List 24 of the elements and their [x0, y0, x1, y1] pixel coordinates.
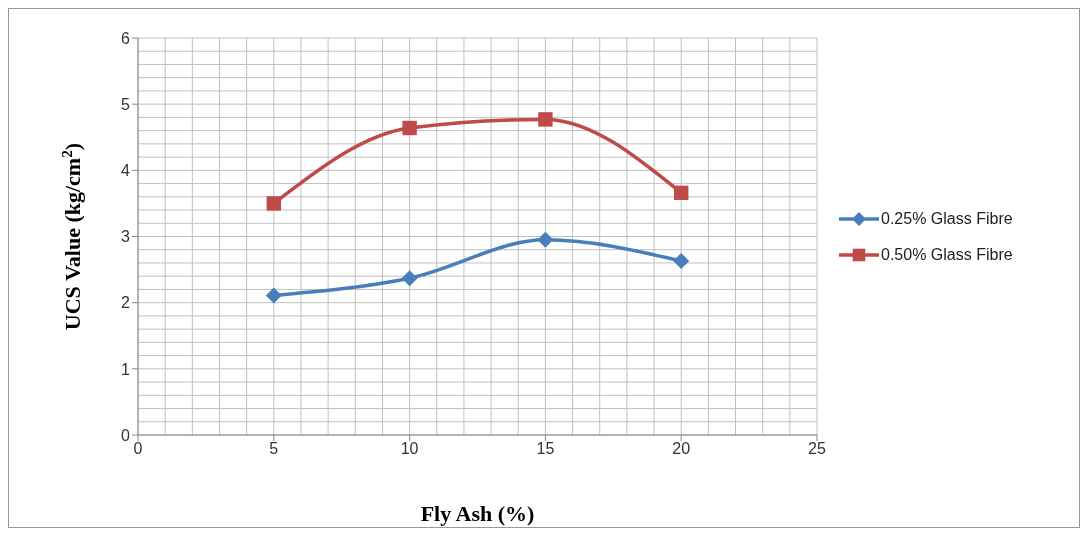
x-tick-label: 5 — [269, 440, 279, 458]
y-tick-label: 5 — [121, 95, 131, 113]
point — [674, 185, 689, 201]
point — [538, 112, 553, 127]
y-tick-label: 1 — [121, 360, 131, 378]
point — [673, 252, 690, 269]
x-tick-label: 20 — [672, 440, 691, 458]
y-tick-label: 3 — [121, 228, 131, 246]
point — [401, 270, 418, 287]
x-tick-label: 25 — [808, 440, 826, 458]
point — [266, 196, 281, 211]
x-tick-label: 15 — [536, 440, 555, 458]
point — [265, 287, 282, 304]
point — [402, 120, 417, 136]
y-tick-label: 4 — [121, 162, 131, 180]
x-axis-title: Fly Ash (%) — [420, 501, 535, 526]
y-tick-label: 2 — [121, 294, 131, 312]
legend-label: 0.25% Glass Fibre — [881, 209, 1013, 228]
point — [537, 231, 554, 248]
y-tick-label: 0 — [121, 426, 131, 444]
x-tick-label: 0 — [133, 440, 143, 458]
x-tick-label: 10 — [400, 440, 419, 458]
legend-label: 0.50% Glass Fibre — [881, 245, 1013, 264]
y-tick-label: 6 — [121, 29, 131, 47]
